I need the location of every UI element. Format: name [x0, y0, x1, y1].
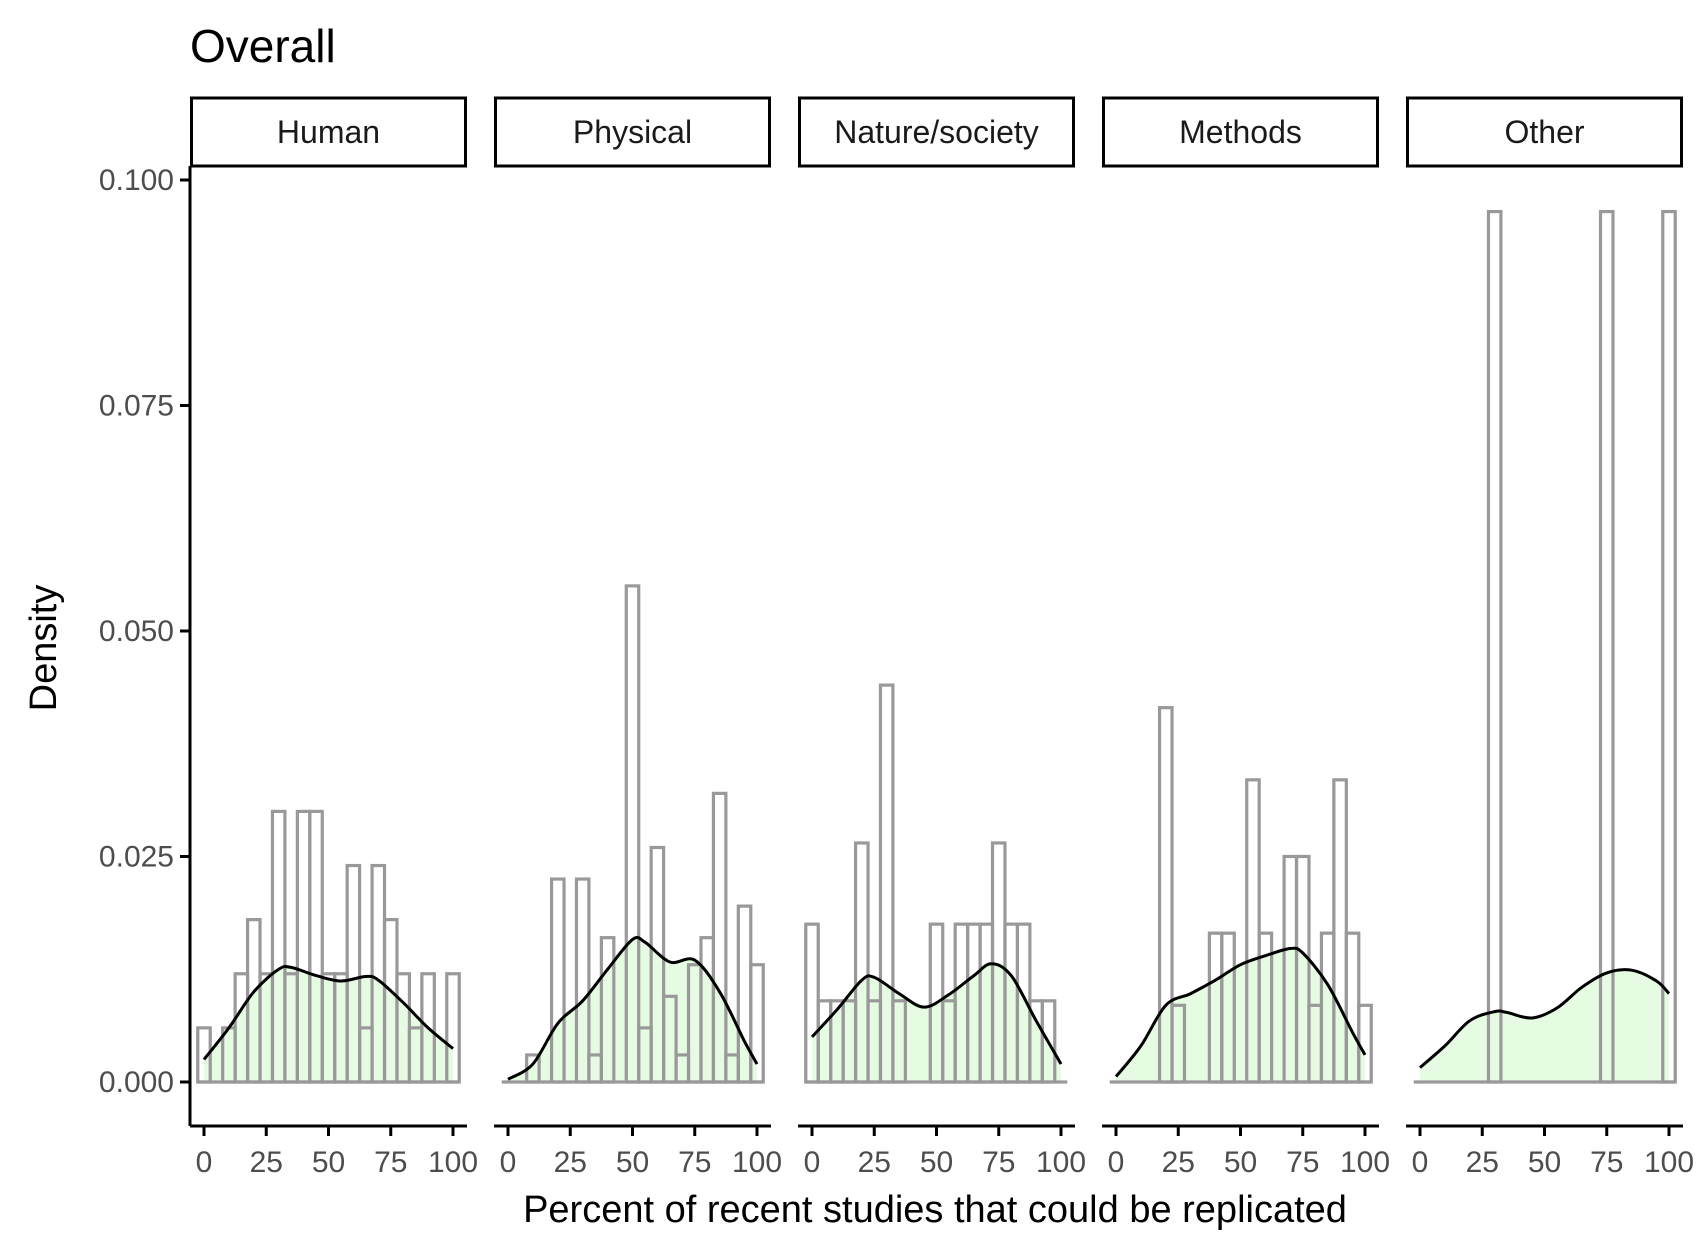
x-tick-label: 0: [196, 1146, 213, 1179]
x-tick-label: 50: [1224, 1146, 1257, 1179]
density-area: [812, 963, 1061, 1082]
facet-strip-label: Nature/society: [834, 114, 1039, 150]
histogram-bar: [1661, 209, 1677, 1084]
facet-panel: Human 0 25 50 75 100: [190, 96, 478, 1179]
density-line: [1419, 968, 1671, 1069]
x-tick-label: 0: [804, 1146, 821, 1179]
x-tick-label: 75: [374, 1146, 407, 1179]
x-tick-label: 50: [312, 1146, 345, 1179]
facet-strip: [798, 96, 1075, 168]
x-tick-label: 100: [428, 1146, 478, 1179]
x-tick-label: 100: [1644, 1146, 1694, 1179]
x-tick-label: 100: [1340, 1146, 1390, 1179]
density-line: [810, 962, 1063, 1065]
y-tick-label: 0.000: [99, 1066, 174, 1099]
facet-strip-label: Methods: [1179, 114, 1302, 150]
facet-strip: [190, 96, 467, 168]
x-tick-label: 0: [500, 1146, 517, 1179]
x-tick-label: 0: [1412, 1146, 1429, 1179]
x-tick-label: 0: [1108, 1146, 1125, 1179]
y-tick-label: 0.050: [99, 615, 174, 648]
density-line: [1114, 946, 1367, 1078]
density-area: [204, 966, 453, 1082]
x-tick-label: 100: [1036, 1146, 1086, 1179]
histogram-bar: [1486, 209, 1503, 1084]
facet-panel: Other 0 25 50 75 100: [1406, 96, 1694, 1179]
y-tick-label: 0.100: [99, 164, 174, 197]
x-tick-label: 25: [250, 1146, 283, 1179]
density-area: [1420, 969, 1669, 1082]
x-axis-label: Percent of recent studies that could be …: [523, 1189, 1347, 1231]
x-tick-label: 25: [858, 1146, 891, 1179]
facet-strip: [1102, 96, 1379, 168]
x-tick-label: 25: [1466, 1146, 1499, 1179]
density-area: [508, 937, 757, 1082]
x-tick-label: 25: [1162, 1146, 1195, 1179]
x-tick-label: 75: [678, 1146, 711, 1179]
y-axis-label: Density: [23, 585, 65, 712]
density-area: [1116, 948, 1365, 1082]
facet-strip-label: Physical: [573, 114, 692, 150]
density-line: [202, 964, 454, 1061]
y-tick-label: 0.075: [99, 390, 174, 423]
density-line: [507, 935, 759, 1081]
facet-panel: Methods 0 25 50 75 100: [1102, 96, 1390, 1179]
facet-strip-label: Human: [277, 114, 380, 150]
facet-strip: [494, 96, 771, 168]
x-tick-label: 75: [982, 1146, 1015, 1179]
y-axis: 0.000 0.025 0.050 0.075 0.100: [99, 164, 192, 1126]
x-tick-label: 50: [1528, 1146, 1561, 1179]
x-tick-label: 100: [732, 1146, 782, 1179]
x-tick-label: 50: [616, 1146, 649, 1179]
chart-title: Overall: [190, 20, 336, 72]
x-tick-label: 25: [554, 1146, 587, 1179]
histogram-bar: [1598, 209, 1615, 1084]
facet-panel: Physical 0 25 50 75 100: [494, 96, 782, 1179]
facet-strip: [1406, 96, 1683, 168]
y-tick-label: 0.025: [99, 841, 174, 874]
x-tick-label: 50: [920, 1146, 953, 1179]
facet-strip-label: Other: [1504, 114, 1584, 150]
x-tick-label: 75: [1286, 1146, 1319, 1179]
x-tick-label: 75: [1590, 1146, 1623, 1179]
facet-panel: Nature/society 0 25 50 75 100: [798, 96, 1086, 1179]
